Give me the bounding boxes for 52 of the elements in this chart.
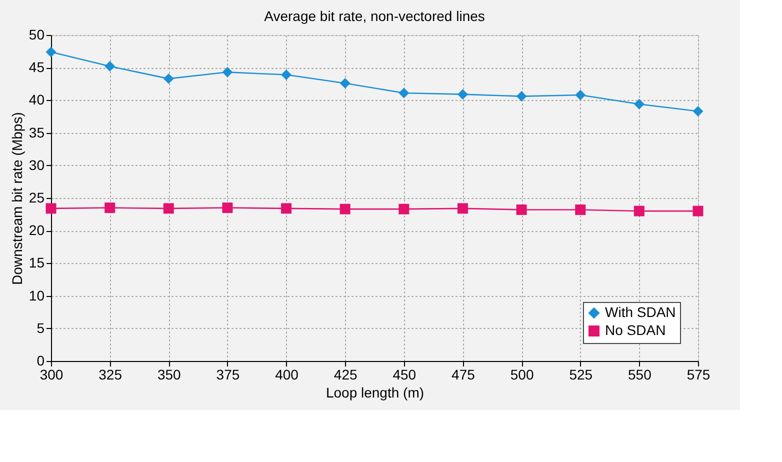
point <box>634 206 644 216</box>
point <box>575 204 586 215</box>
x-axis-title: Loop length (m) <box>326 384 424 400</box>
point <box>457 203 468 214</box>
legend-label: No SDAN <box>605 322 666 338</box>
legend-label: With SDAN <box>605 304 676 320</box>
x-tick-label: 450 <box>392 366 416 382</box>
point <box>104 202 116 214</box>
x-tick-label: 350 <box>157 366 182 382</box>
point <box>281 203 292 214</box>
point <box>516 204 527 215</box>
y-tick-label: 0 <box>36 352 45 368</box>
y-tick-label: 25 <box>28 190 45 206</box>
point <box>634 98 644 110</box>
point <box>46 46 56 58</box>
point <box>692 206 704 216</box>
y-tick-label: 50 <box>28 26 45 42</box>
chart-title: Average bit rate, non-vectored lines <box>264 8 485 24</box>
point <box>340 204 350 214</box>
point <box>457 89 468 100</box>
point <box>222 66 233 78</box>
x-tick-label: 425 <box>334 366 358 382</box>
y-axis-title: Downstream bit rate (Mbps) <box>8 112 25 285</box>
x-tick-label: 575 <box>686 366 710 382</box>
point <box>398 88 410 98</box>
y-tick-label: 20 <box>28 222 45 238</box>
x-tick-label: 300 <box>40 366 64 382</box>
x-tick-label: 400 <box>275 366 299 382</box>
y-tick-label: 40 <box>28 92 45 108</box>
x-tick-label: 475 <box>452 366 476 382</box>
x-tick-label: 325 <box>98 366 122 382</box>
y-tick-label: 5 <box>36 320 45 336</box>
point <box>340 78 350 88</box>
x-tick-label: 375 <box>216 366 240 382</box>
point <box>163 73 174 84</box>
y-tick-label: 35 <box>28 124 45 140</box>
y-tick-label: 45 <box>28 59 45 76</box>
y-tick-label: 15 <box>28 254 45 271</box>
point <box>104 61 116 72</box>
x-tick-label: 525 <box>569 366 593 382</box>
y-tick-label: 30 <box>28 156 45 173</box>
point <box>46 203 56 214</box>
x-tick-label: 550 <box>628 366 652 382</box>
point <box>163 203 174 214</box>
point <box>398 204 410 214</box>
point <box>516 91 527 102</box>
point <box>692 106 704 117</box>
point <box>222 202 233 214</box>
point <box>281 70 292 80</box>
point <box>575 90 586 100</box>
x-tick-label: 500 <box>510 366 534 382</box>
y-tick-label: 10 <box>28 287 45 304</box>
